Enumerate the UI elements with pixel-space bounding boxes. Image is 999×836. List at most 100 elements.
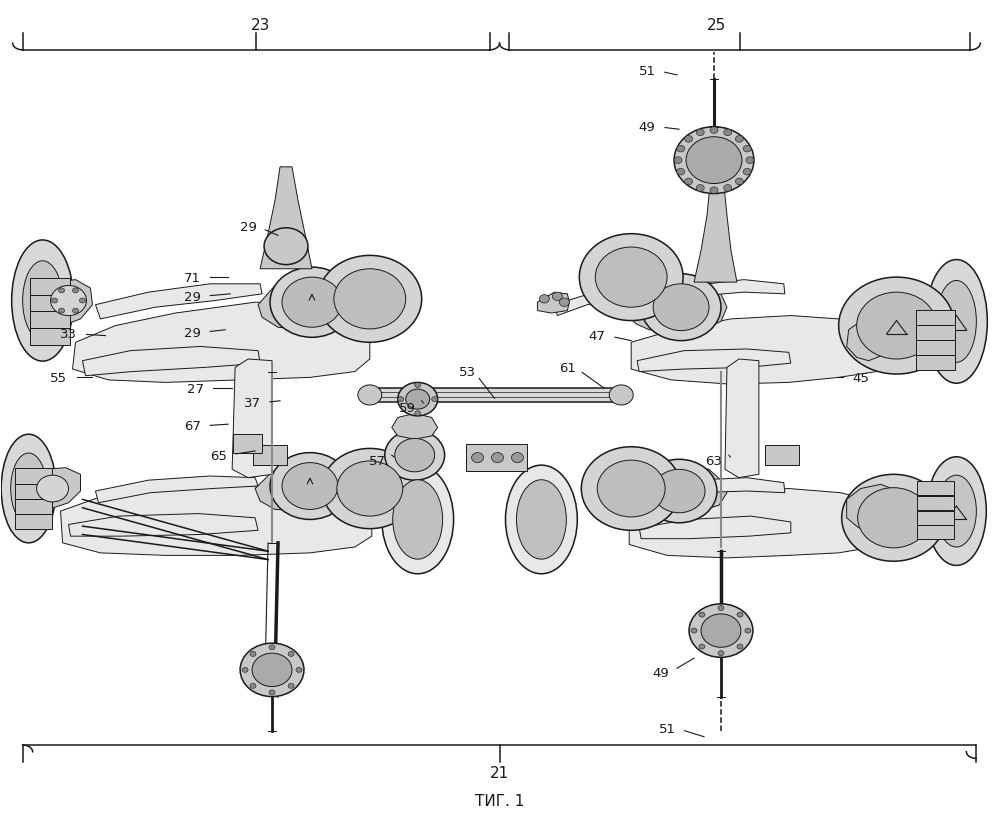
FancyBboxPatch shape	[15, 469, 52, 484]
Text: 49: 49	[652, 666, 669, 679]
Polygon shape	[644, 478, 785, 503]
Ellipse shape	[925, 260, 987, 384]
Polygon shape	[73, 303, 370, 383]
Circle shape	[398, 397, 404, 402]
Text: 57: 57	[370, 455, 387, 468]
Circle shape	[718, 606, 724, 611]
Polygon shape	[694, 176, 737, 283]
Circle shape	[710, 187, 718, 194]
Circle shape	[696, 186, 704, 192]
Circle shape	[385, 431, 445, 481]
Circle shape	[674, 158, 682, 165]
Text: 37: 37	[244, 396, 261, 410]
Circle shape	[358, 385, 382, 405]
Circle shape	[609, 385, 633, 405]
FancyBboxPatch shape	[915, 325, 955, 340]
Circle shape	[59, 308, 65, 314]
Circle shape	[718, 651, 724, 656]
Circle shape	[684, 136, 692, 143]
FancyBboxPatch shape	[915, 340, 955, 355]
Circle shape	[641, 460, 717, 523]
FancyBboxPatch shape	[466, 445, 527, 472]
Text: 47: 47	[588, 329, 605, 343]
Polygon shape	[96, 284, 262, 319]
Circle shape	[415, 383, 421, 388]
FancyBboxPatch shape	[917, 526, 954, 540]
Circle shape	[699, 613, 705, 618]
Circle shape	[250, 684, 256, 689]
Circle shape	[597, 461, 665, 517]
Polygon shape	[537, 293, 569, 314]
Polygon shape	[61, 487, 372, 556]
Text: 53: 53	[460, 365, 477, 379]
Circle shape	[710, 128, 718, 135]
Circle shape	[552, 293, 562, 301]
Polygon shape	[392, 414, 438, 440]
Ellipse shape	[505, 466, 577, 574]
Circle shape	[842, 475, 945, 562]
FancyBboxPatch shape	[917, 512, 954, 526]
Text: 29: 29	[184, 326, 201, 339]
Circle shape	[240, 644, 304, 696]
Circle shape	[322, 449, 418, 529]
Circle shape	[746, 158, 754, 165]
Circle shape	[653, 470, 705, 513]
Circle shape	[282, 463, 338, 510]
Text: 21: 21	[490, 765, 509, 780]
Ellipse shape	[926, 457, 986, 566]
Circle shape	[264, 228, 308, 265]
Circle shape	[723, 186, 731, 192]
Text: 33: 33	[60, 328, 77, 341]
Circle shape	[691, 629, 697, 634]
Circle shape	[539, 295, 549, 303]
FancyBboxPatch shape	[30, 329, 70, 345]
Text: 61: 61	[558, 361, 575, 375]
Polygon shape	[29, 468, 81, 510]
Polygon shape	[725, 359, 759, 478]
Polygon shape	[69, 514, 258, 537]
FancyBboxPatch shape	[30, 312, 70, 329]
Polygon shape	[847, 485, 900, 531]
Text: 51: 51	[638, 65, 655, 78]
Circle shape	[282, 278, 342, 328]
Text: ΤИГ. 1: ΤИГ. 1	[475, 793, 524, 808]
Text: 25: 25	[707, 18, 726, 33]
Text: 65: 65	[210, 449, 227, 462]
Polygon shape	[372, 389, 627, 403]
Circle shape	[252, 654, 292, 686]
FancyBboxPatch shape	[253, 446, 287, 466]
Circle shape	[735, 179, 743, 186]
Text: 27: 27	[187, 382, 204, 395]
Circle shape	[269, 645, 275, 650]
Circle shape	[857, 293, 936, 359]
Polygon shape	[644, 280, 785, 308]
Circle shape	[641, 274, 721, 341]
Circle shape	[686, 138, 742, 184]
Polygon shape	[83, 347, 260, 376]
FancyBboxPatch shape	[765, 446, 799, 466]
Circle shape	[242, 668, 248, 672]
Circle shape	[52, 298, 58, 303]
FancyBboxPatch shape	[915, 355, 955, 370]
Circle shape	[288, 651, 294, 656]
FancyBboxPatch shape	[915, 310, 955, 325]
Polygon shape	[96, 477, 258, 503]
Circle shape	[559, 298, 569, 307]
Circle shape	[858, 488, 929, 548]
Circle shape	[737, 645, 743, 650]
Circle shape	[839, 278, 954, 375]
FancyBboxPatch shape	[917, 482, 954, 496]
Text: 55: 55	[50, 371, 67, 385]
Circle shape	[288, 684, 294, 689]
Circle shape	[406, 390, 430, 410]
Circle shape	[337, 461, 403, 517]
FancyBboxPatch shape	[233, 435, 262, 453]
Circle shape	[59, 288, 65, 293]
Text: 29: 29	[240, 222, 257, 234]
Polygon shape	[629, 489, 890, 558]
Circle shape	[684, 179, 692, 186]
Circle shape	[595, 247, 667, 308]
Text: 63: 63	[705, 455, 722, 468]
Circle shape	[735, 136, 743, 143]
Circle shape	[745, 629, 751, 634]
